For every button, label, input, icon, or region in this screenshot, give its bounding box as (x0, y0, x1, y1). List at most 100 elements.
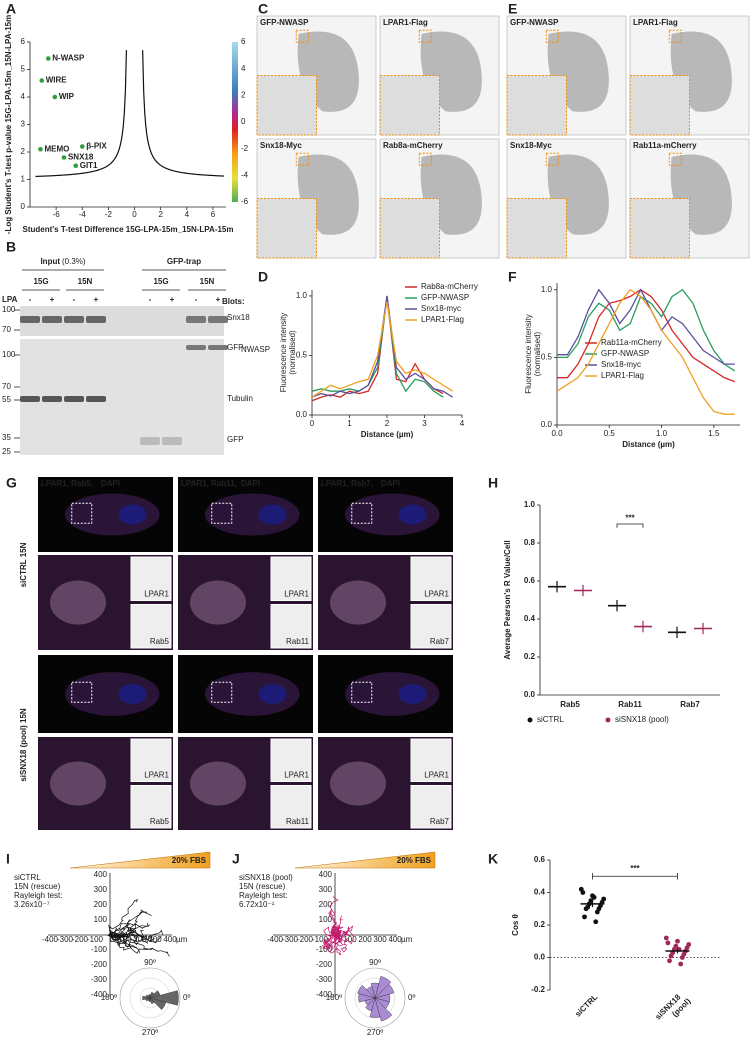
band (162, 437, 182, 445)
label: 100 (2, 350, 16, 359)
y-tick-label: 100 (94, 915, 108, 924)
info: 6.72x10⁻¹ (239, 900, 275, 909)
panel-label: J (232, 851, 240, 867)
channel-label: LPAR1, (41, 479, 69, 488)
channel-label: Snx18-Myc (260, 141, 302, 150)
unit: µm (401, 935, 413, 944)
colorbar (232, 42, 238, 202)
inset (629, 198, 690, 259)
channel-label: Snx18-Myc (510, 141, 552, 150)
track (109, 911, 147, 936)
cell (205, 672, 300, 716)
y-tick-label: 3 (21, 120, 26, 129)
y-tick-label: 0.0 (534, 953, 546, 962)
inset (270, 604, 312, 649)
x-tick-label: 100 (343, 935, 357, 944)
y-tick-label: 4 (21, 92, 26, 101)
threshold-curve (35, 50, 128, 178)
y-tick-label: -400 (316, 990, 333, 999)
y-tick-label: -100 (316, 945, 333, 954)
x-tick-label: 0.5 (604, 429, 616, 438)
y-tick-label: 0.0 (296, 410, 308, 419)
x-tick-label: 200 (358, 935, 372, 944)
inset (130, 738, 172, 782)
inset-label: LPAR1 (284, 590, 309, 599)
label: Tubulin (227, 394, 253, 403)
roi (71, 502, 93, 524)
colorbar-tick: -2 (241, 144, 249, 153)
significance: *** (625, 513, 635, 522)
point (61, 155, 67, 160)
legend-label: Rab8a-mCherry (421, 282, 478, 291)
y-tick-label: 5 (21, 65, 26, 74)
channel-label: DAPI (381, 479, 400, 488)
y-tick-label: -0.2 (531, 985, 545, 994)
legend-label: siCTRL (537, 715, 564, 724)
panel-label: I (6, 851, 10, 867)
roi (351, 681, 373, 703)
roi (545, 152, 559, 166)
inset (130, 785, 172, 829)
legend-dot (605, 717, 611, 723)
inset (379, 198, 440, 259)
label: + (170, 295, 175, 304)
panel-label: C (258, 1, 268, 17)
inset-label: Rab5 (150, 817, 170, 826)
colorbar-tick: -6 (241, 197, 249, 206)
x-tick-label: Rab5 (560, 700, 580, 709)
rose-wedge (357, 984, 376, 999)
x-tick-label: 1.0 (656, 429, 668, 438)
x-tick-label: -100 (312, 935, 329, 944)
point-label: MEMO (44, 144, 69, 153)
rose-ring (354, 977, 396, 1019)
channel-label: Rab7, (351, 479, 373, 488)
band (64, 396, 84, 402)
x-tick-label: 0 (132, 210, 137, 219)
cell (345, 493, 440, 536)
channel-label: LPAR1, (181, 479, 209, 488)
label: GFP- (227, 343, 246, 352)
legend-label: GFP-NWASP (421, 293, 469, 302)
rose-wedge (374, 997, 393, 1022)
series-line (311, 295, 444, 402)
nucleus (258, 684, 287, 704)
point (580, 890, 586, 895)
info: 3.26x10⁻⁷ (14, 900, 50, 909)
y-tick-label: 200 (319, 900, 333, 909)
colorbar-tick: 4 (241, 64, 246, 73)
band (208, 345, 228, 350)
roi (71, 681, 93, 703)
inset (506, 75, 567, 136)
label: 35 (2, 433, 11, 442)
x-tick-label: 400 (388, 935, 402, 944)
label: + (94, 295, 99, 304)
legend-label: GFP-NWASP (601, 349, 649, 358)
legend-label: LPAR1-Flag (421, 315, 464, 324)
panel-label: F (508, 269, 517, 285)
x-tick-label: -6 (53, 210, 61, 219)
point (45, 56, 51, 61)
legend-label: LPAR1-Flag (601, 371, 644, 380)
signal (190, 761, 246, 806)
angle-label: 180º (101, 993, 117, 1002)
x-tick-label: -400 (42, 935, 59, 944)
label: LPA (2, 295, 18, 304)
label: 25 (2, 447, 11, 456)
info: 15N (rescue) (239, 882, 286, 891)
point (679, 955, 685, 960)
rose-wedge (374, 976, 392, 999)
inset-label: LPAR1 (424, 590, 449, 599)
y-axis-label: Average Pearson's R Value/Cell (503, 540, 512, 659)
inset-label: LPAR1 (424, 771, 449, 780)
point-label: N-WASP (52, 54, 85, 63)
point (591, 894, 597, 900)
y-tick-label: 300 (319, 885, 333, 894)
gradient-label: 20% FBS (172, 856, 207, 865)
inset (410, 738, 452, 782)
nucleus (118, 504, 147, 525)
label: - (195, 295, 198, 304)
angle-label: 0º (183, 993, 190, 1002)
channel-label: DAPI (241, 479, 260, 488)
track (109, 934, 170, 957)
x-tick-label: -2 (105, 210, 113, 219)
